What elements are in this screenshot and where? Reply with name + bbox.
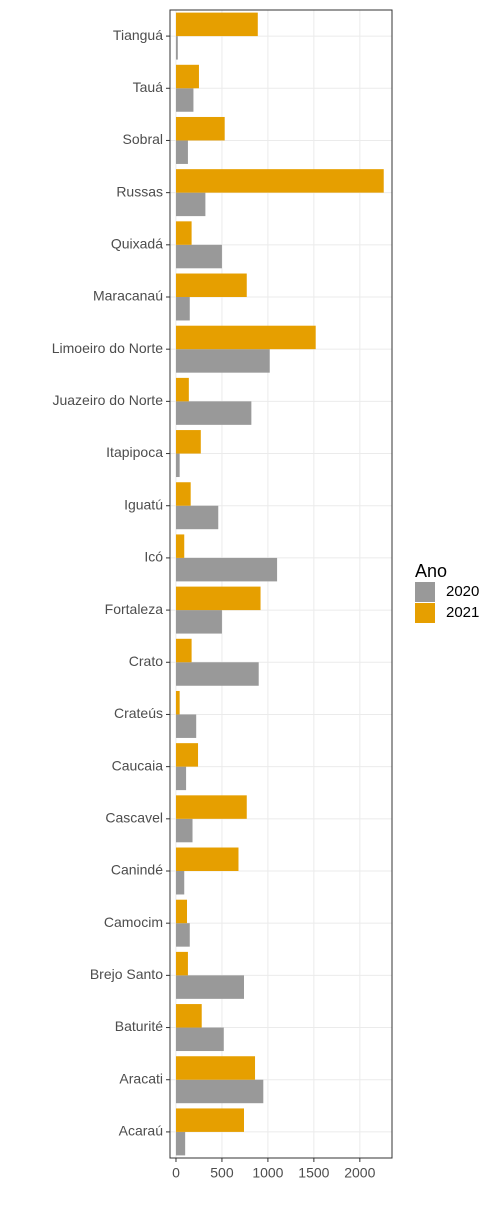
bar (175, 169, 384, 193)
bar (175, 1056, 256, 1080)
panel (170, 10, 392, 1158)
y-tick-label: Sobral (123, 131, 163, 147)
legend-label: 2020 (446, 583, 479, 600)
bar (175, 818, 193, 843)
bar (175, 923, 190, 947)
x-tick-label: 1000 (252, 1165, 283, 1181)
y-tick-label: Crato (129, 653, 163, 669)
x-tick-label: 2000 (344, 1165, 375, 1181)
y-tick-label: Itapipoca (106, 444, 163, 460)
legend-key (415, 603, 435, 623)
bar (175, 610, 222, 634)
bar (175, 349, 270, 373)
bar (175, 401, 252, 425)
bar (175, 482, 191, 506)
panel-border (169, 9, 393, 1159)
y-tick-label: Icó (144, 549, 163, 565)
bar (175, 297, 190, 321)
bar (175, 116, 225, 141)
y-tick-label: Aracati (119, 1070, 163, 1086)
bar (175, 36, 178, 60)
y-tick-label: Brejo Santo (90, 966, 163, 982)
y-tick-label: Russas (116, 183, 163, 199)
bar (175, 1079, 264, 1104)
legend-key (415, 582, 435, 602)
bar (175, 534, 185, 558)
bar (175, 505, 219, 530)
bar (175, 273, 247, 297)
bar (175, 975, 244, 999)
y-tick-label: Canindé (111, 862, 163, 878)
bar (175, 377, 189, 402)
y-tick-label: Crateús (114, 705, 163, 721)
bar (175, 766, 187, 791)
y-tick-label: Fortaleza (105, 601, 164, 617)
bar (175, 743, 199, 767)
legend-label: 2021 (446, 604, 479, 621)
bar (175, 899, 188, 924)
bar (175, 690, 180, 715)
bar (175, 1108, 244, 1132)
y-tick-label: Iguatú (124, 496, 163, 512)
bar (175, 662, 259, 686)
bar (175, 244, 222, 269)
bar (175, 1131, 186, 1156)
bar (175, 453, 180, 478)
bar (175, 1027, 224, 1052)
x-tick-label: 0 (172, 1165, 180, 1181)
y-tick-label: Limoeiro do Norte (52, 340, 163, 356)
x-tick-label: 1500 (298, 1165, 329, 1181)
y-tick-label: Maracanaú (93, 288, 163, 304)
y-tick-label: Tauá (133, 79, 164, 95)
bar (175, 325, 316, 350)
bar (175, 88, 194, 112)
y-tick-label: Acaraú (119, 1123, 163, 1139)
y-tick-label: Camocim (104, 914, 163, 930)
bar (175, 1004, 202, 1028)
bar (175, 557, 278, 582)
bar (175, 12, 258, 37)
y-tick-label: Caucaia (112, 757, 164, 773)
bar (175, 221, 192, 245)
x-tick-label: 500 (210, 1165, 234, 1181)
bar (175, 795, 247, 819)
bar (175, 847, 239, 871)
bar (175, 638, 192, 663)
bar (175, 64, 199, 89)
bar (175, 586, 261, 611)
bar (175, 871, 185, 895)
bar (175, 951, 188, 976)
bar (175, 430, 201, 454)
legend-title: Ano (415, 561, 447, 581)
bar (175, 140, 188, 164)
y-tick-label: Juazeiro do Norte (52, 392, 163, 408)
bar (175, 192, 206, 217)
bar (175, 714, 197, 738)
y-tick-label: Tianguá (113, 27, 163, 43)
y-tick-label: Quixadá (111, 236, 163, 252)
y-tick-label: Baturité (115, 1018, 163, 1034)
y-tick-label: Cascavel (105, 810, 163, 826)
